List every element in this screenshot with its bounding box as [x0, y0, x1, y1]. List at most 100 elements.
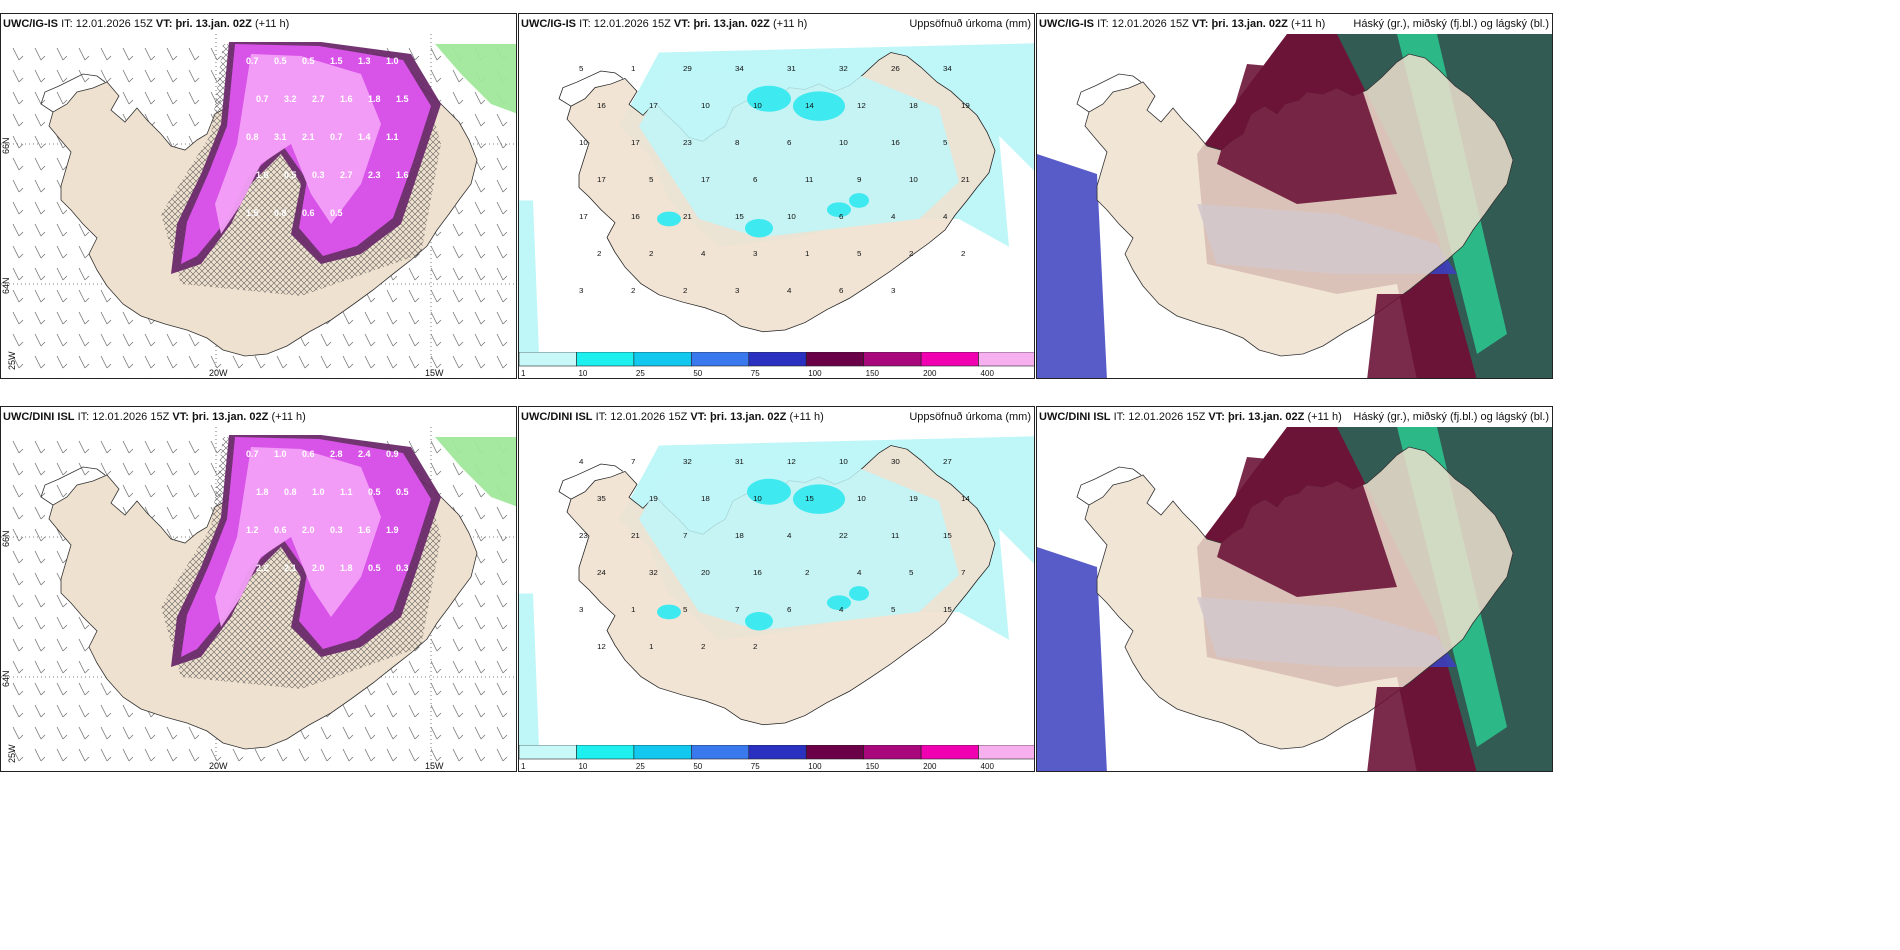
wind-barb [34, 289, 46, 303]
wind-barb [188, 484, 200, 498]
iceland-land [1084, 446, 1514, 750]
map-cloud [1037, 34, 1552, 378]
wind-barb [342, 748, 354, 762]
colorbar-tick: 200 [923, 762, 937, 771]
wind-barb [78, 726, 90, 740]
panel-header: UWC/DINI ISL IT: 12.01.2026 15Z VT: þri.… [1037, 407, 1552, 427]
snowfall-value: 2.3 [368, 170, 381, 180]
precip-value: 17 [597, 175, 606, 184]
colorbar-swatch [519, 745, 577, 760]
snow-contour [435, 437, 516, 507]
snowfall-field [171, 435, 516, 667]
wind-barb [496, 506, 508, 520]
wind-barb [408, 726, 420, 740]
wind-barb [166, 69, 178, 83]
wind-barb [408, 440, 420, 454]
wind-barb [232, 748, 244, 762]
precip-value: 10 [579, 138, 588, 147]
wind-barb [255, 770, 256, 771]
wind-barb [144, 91, 156, 105]
precip-value: 3 [735, 286, 739, 295]
init-time-label: IT: [595, 411, 608, 423]
wind-barb [496, 267, 508, 281]
wind-barb [342, 333, 354, 347]
snowfall-value: 1.6 [358, 525, 371, 535]
precip-value: 5 [649, 175, 653, 184]
wind-barb [144, 69, 156, 83]
wind-barb [78, 289, 90, 303]
snowfall-value: 1.1 [340, 487, 353, 497]
snowfall-value: 0.5 [368, 487, 381, 497]
wind-barb [12, 550, 24, 564]
precip-value: 7 [631, 457, 635, 466]
precip-value: 2 [597, 249, 601, 258]
precip-value: 15 [943, 531, 952, 540]
precip-value: 2 [701, 642, 705, 651]
panel-precip-igis: UWC/IG-IS IT: 12.01.2026 15Z VT: þri. 13… [518, 13, 1035, 379]
wind-barb [100, 47, 112, 61]
precip-value: 34 [735, 64, 745, 73]
wind-barb [496, 355, 508, 369]
wind-barb [13, 770, 14, 771]
colorbar-tick: 10 [578, 369, 587, 378]
wind-barb [452, 726, 464, 740]
wind-barb [56, 311, 68, 325]
wind-barb [408, 355, 420, 369]
wind-barb [56, 333, 68, 347]
wind-barb [100, 726, 112, 740]
snowfall-value: 1.8 [368, 94, 381, 104]
colorbar-swatch [978, 745, 1034, 760]
wind-barb [277, 770, 278, 771]
wind-barb [408, 311, 420, 325]
wind-barb [452, 91, 464, 105]
low-cloud-area-west [1037, 154, 1107, 378]
snowfall-value: 1.5 [396, 94, 409, 104]
precip-area-heavy [747, 85, 791, 112]
precip-value: 4 [891, 212, 896, 221]
wind-barb [12, 91, 24, 105]
lead-time: (+11 h) [271, 411, 306, 423]
colorbar-tick: 1 [521, 369, 526, 378]
precip-area-heavy [657, 211, 681, 227]
wind-barb [496, 135, 508, 149]
mid-cloud-over-land [1217, 457, 1397, 597]
wind-barb [166, 462, 178, 476]
precip-value: 16 [631, 212, 640, 221]
wind-barb [12, 157, 24, 171]
colorbar: 1 10 25 50 75 100 150 200 400 [519, 352, 1034, 378]
init-time-value: 12.01.2026 15Z [92, 411, 170, 423]
snowfall-value: 1.6 [396, 170, 409, 180]
panel-precip-dini: UWC/DINI ISL IT: 12.01.2026 15Z VT: þri.… [518, 406, 1035, 772]
wind-barb [166, 748, 178, 762]
wind-barb [430, 355, 442, 369]
precip-value: 2 [805, 568, 809, 577]
valid-time-label: VT: [172, 411, 189, 423]
precip-value: 3 [579, 286, 583, 295]
wind-barb [78, 440, 90, 454]
longitude-label: 20W [209, 761, 228, 771]
wind-barb [452, 69, 464, 83]
wind-barb [166, 726, 178, 740]
wind-barb [34, 69, 46, 83]
precip-value: 4 [787, 531, 792, 540]
wind-barb [474, 135, 486, 149]
precip-value: 5 [909, 568, 913, 577]
wind-barb [474, 179, 486, 193]
wind-barb [79, 377, 80, 378]
precip-value: 5 [857, 249, 861, 258]
precip-value: 17 [579, 212, 588, 221]
precip-area-heavy [747, 478, 791, 505]
wind-barb [144, 440, 156, 454]
wind-barb [496, 157, 508, 171]
precip-value: 15 [735, 212, 744, 221]
wind-barb [452, 484, 464, 498]
colorbar-tick: 150 [866, 762, 880, 771]
wind-barb [34, 660, 46, 674]
snowfall-value: 1.8 [340, 563, 353, 573]
wind-barb [34, 355, 46, 369]
wind-barb [320, 726, 332, 740]
wind-barb [12, 440, 24, 454]
panel-snow-igis: UWC/IG-IS IT: 12.01.2026 15Z VT: þri. 13… [0, 13, 517, 379]
wind-barb [452, 462, 464, 476]
wind-barb [100, 748, 112, 762]
